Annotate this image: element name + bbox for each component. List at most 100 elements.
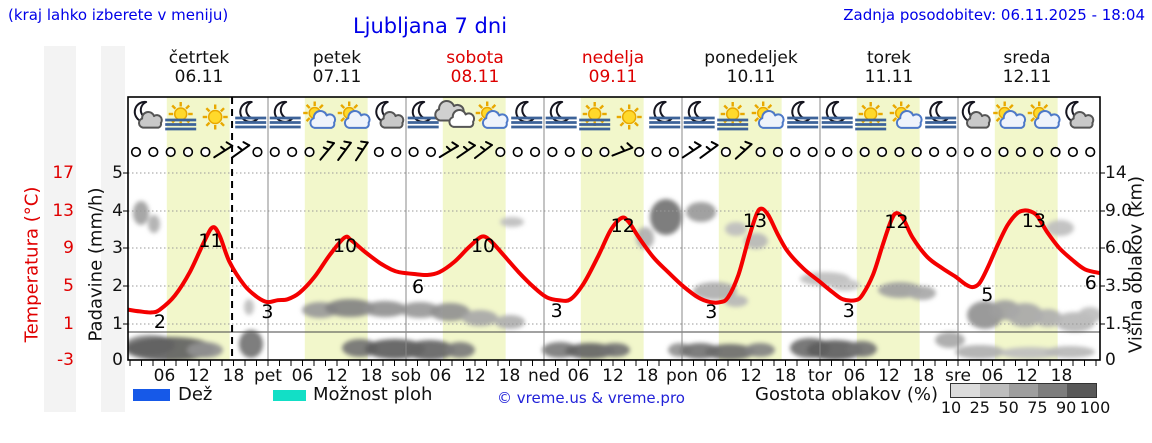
temp-value-label: 13 (743, 210, 767, 232)
time-label-13-12: 12 (602, 366, 624, 386)
sun-ray (723, 104, 729, 110)
cloud-blob (400, 302, 440, 318)
time-label-6-18: 18 (360, 366, 383, 386)
weather-icon-sun-cloud (337, 101, 371, 129)
sun-ray (1030, 117, 1036, 122)
cloud-blob (650, 199, 682, 235)
calm-wind-icon (582, 146, 593, 158)
sun-disc (207, 109, 223, 125)
day-date: 06.11 (174, 67, 224, 87)
calm-wind-icon (408, 146, 419, 158)
sun-ray (353, 104, 359, 109)
cloud-glyph (481, 109, 509, 129)
sun-ray (737, 104, 743, 110)
wind-barb (230, 141, 251, 159)
temp-value-label: 3 (843, 300, 855, 322)
time-label-26-18: 18 (1050, 366, 1073, 386)
precip-axis-strip (101, 46, 125, 412)
cloud-glyph (1069, 110, 1095, 129)
calm-wind-icon (634, 146, 645, 158)
weather-icon-moon-fog (683, 100, 715, 129)
calm-wind-icon (790, 146, 801, 158)
precip-tick-1: 1 (112, 314, 123, 334)
temp-value-label: 3 (261, 301, 273, 323)
weather-icon-sun-cloud (993, 101, 1027, 129)
weather-icon-moon-cloud (1065, 100, 1095, 129)
cloud-blob (244, 299, 254, 315)
last-update: Zadnja posodobitev: 06.11.2025 - 18:04 (843, 6, 1145, 24)
temp-value-label: 3 (705, 301, 717, 323)
calm-wind-icon (807, 146, 818, 158)
calm-wind-icon (720, 146, 732, 158)
cloudkm-tick-0: 0 (1105, 350, 1116, 370)
day-name: sobota (446, 48, 504, 68)
weather-icon-row (133, 99, 1095, 131)
calm-wind-icon (373, 146, 384, 158)
calm-wind-icon (911, 146, 922, 158)
cloud-density-scalebar (950, 383, 1097, 398)
weather-icon-clouds (434, 99, 476, 128)
calm-wind-icon (495, 146, 506, 158)
cloud-scale-value-100: 100 (1079, 398, 1111, 417)
calm-wind-icon (1033, 146, 1044, 158)
cloud-glyph (1033, 109, 1061, 129)
weather-icon-moon-fog (787, 100, 819, 129)
sun-ray (220, 121, 225, 127)
calm-wind-icon (1015, 146, 1026, 158)
cloud-blob (724, 295, 748, 307)
sun-ray (995, 104, 1001, 109)
day-name: torek (867, 48, 911, 68)
time-label-25-12: 12 (1016, 366, 1038, 386)
calm-wind-icon (755, 146, 766, 158)
cloud-scale-value-50: 50 (998, 398, 1019, 417)
calm-wind-icon (894, 146, 905, 158)
temp-tick-5: 5 (63, 276, 74, 296)
temp-value-label: 12 (884, 211, 908, 233)
cloud-scale-value-25: 25 (969, 398, 990, 417)
weather-icon-moon-cloud (961, 100, 991, 129)
temperature-curve (128, 206, 1100, 315)
sun-ray (619, 121, 625, 127)
time-label-12-06: 06 (567, 366, 590, 386)
time-label-2-18: 18 (222, 366, 245, 386)
day-header-nedelja: nedelja 09.11 (548, 49, 678, 87)
cloud-blob (1007, 303, 1043, 327)
cloud-glyph (966, 110, 991, 129)
day-name: četrtek (168, 48, 230, 68)
cloud-density-layer (128, 199, 1100, 360)
cloud-scale-step (1009, 384, 1038, 397)
cloud-blob (745, 343, 775, 357)
time-label-1-12: 12 (188, 366, 210, 386)
cloud-glyph (757, 109, 785, 129)
calm-wind-icon (304, 146, 315, 158)
sun-ray (634, 107, 639, 113)
sun-ray (1008, 104, 1014, 109)
daylight-band (304, 97, 368, 360)
wind-barb (474, 141, 493, 159)
cloudkm-tick-14: 14 (1105, 163, 1127, 183)
calm-wind-icon (824, 146, 836, 158)
sun-disc (725, 107, 740, 121)
day-header-četrtek: četrtek 06.11 (134, 49, 264, 87)
cloudkm-tick-6.0: 6.0 (1105, 238, 1133, 258)
temp-value-label: 2 (154, 311, 166, 333)
cloud-blob (187, 342, 223, 358)
cloud-glyph (309, 109, 337, 129)
sun-ray (220, 107, 225, 113)
weather-icon-moon-cloud (375, 100, 405, 129)
wind-barb (734, 140, 753, 160)
copyright-text: © vreme.us & vreme.pro (497, 389, 685, 407)
cloud-blob (725, 222, 747, 236)
calm-wind-icon (772, 146, 784, 158)
sun-ray (205, 121, 211, 127)
calm-wind-icon (1050, 146, 1061, 158)
day-date: 12.11 (1002, 67, 1052, 87)
calm-wind-icon (928, 146, 940, 158)
precip-tick-3: 3 (112, 238, 123, 258)
calm-wind-icon (512, 146, 523, 158)
calm-wind-icon (425, 146, 437, 158)
day-date: 07.11 (312, 67, 362, 87)
calm-wind-icon (651, 146, 662, 158)
sun-ray (767, 104, 773, 109)
time-label-10-18: 18 (498, 366, 521, 386)
